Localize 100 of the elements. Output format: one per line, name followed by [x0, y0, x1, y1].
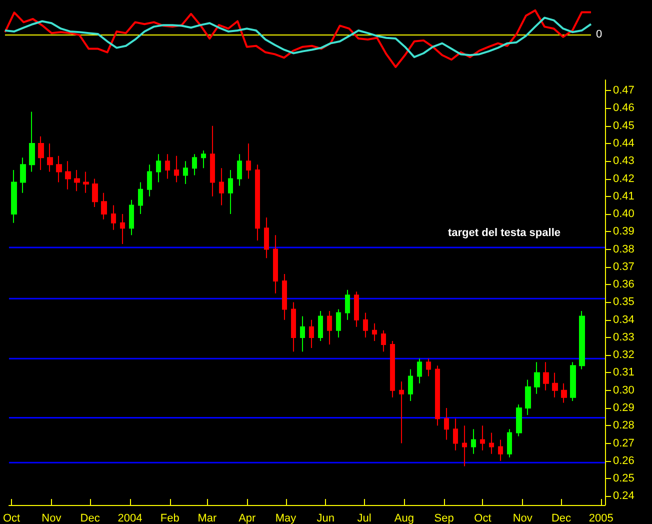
y-tick-label: 0.35: [613, 296, 634, 308]
candlestick: [92, 178, 98, 208]
y-tick-label: 0.30: [613, 384, 634, 396]
candlestick: [354, 291, 359, 328]
x-tick-label: Oct: [2, 512, 20, 524]
candlestick: [201, 150, 206, 169]
candlestick: [480, 425, 485, 451]
y-tick-label: 0.36: [613, 278, 634, 291]
candlestick: [138, 182, 143, 215]
candlestick: [507, 428, 512, 458]
candlestick: [453, 418, 458, 451]
candlestick: [83, 171, 89, 194]
candlestick: [444, 408, 449, 440]
y-tick-label: 0.28: [613, 420, 634, 432]
x-tick-label: Feb: [160, 512, 180, 524]
candlestick: [165, 154, 170, 180]
candlestick: [120, 214, 125, 245]
candlestick: [129, 199, 134, 236]
ref-line-label: 0: [596, 28, 602, 40]
y-tick-label: 0.37: [613, 260, 634, 273]
candlestick: [552, 372, 558, 398]
y-tick-label: 0.25: [613, 472, 634, 485]
candlestick: [525, 379, 531, 416]
x-tick-label: Sep: [434, 512, 454, 524]
candlestick: [570, 362, 576, 402]
candlestick: [282, 273, 287, 320]
candlestick: [489, 432, 494, 454]
candlestick: [435, 365, 440, 426]
candlestick: [246, 142, 251, 180]
y-tick-label: 0.44: [613, 137, 634, 150]
x-tick-label: Apr: [238, 512, 256, 524]
candlestick: [363, 312, 368, 338]
candlestick: [56, 155, 62, 183]
x-tick-label: Aug: [394, 512, 414, 524]
y-tick-label: 0.38: [613, 243, 634, 256]
y-tick-label: 0.29: [613, 402, 634, 414]
candlestick: [47, 142, 53, 172]
x-tick-label: Nov: [512, 512, 533, 524]
y-tick-label: 0.27: [613, 437, 634, 450]
candlestick: [20, 157, 26, 194]
x-tick-label: 2005: [588, 512, 614, 524]
y-tick-label: 0.40: [613, 208, 634, 220]
candlestick: [183, 160, 188, 185]
candlestick: [417, 358, 422, 384]
y-tick-label: 0.46: [613, 102, 634, 114]
y-tick-label: 0.45: [613, 120, 634, 132]
y-tick-label: 0.32: [613, 349, 634, 362]
y-tick-label: 0.43: [613, 155, 634, 168]
candlestick: [471, 428, 476, 454]
candlestick: [228, 169, 233, 215]
x-tick-label: Oct: [474, 512, 492, 524]
candlestick: [300, 316, 305, 352]
x-tick-label: Nov: [42, 512, 62, 524]
candlestick: [579, 310, 585, 370]
y-tick-label: 0.33: [613, 331, 634, 344]
y-tick-label: 0.34: [613, 314, 634, 326]
candlestick: [462, 425, 467, 467]
x-tick-label: Dec: [80, 512, 100, 524]
candlestick: [309, 319, 314, 349]
y-tick-label: 0.39: [613, 226, 634, 238]
candlestick: [174, 155, 179, 183]
y-tick-label: 0.26: [613, 454, 634, 467]
candlestick: [192, 154, 197, 176]
candlestick: [534, 362, 540, 394]
candlestick: [381, 330, 386, 352]
candlestick: [210, 125, 215, 197]
candlestick: [291, 302, 296, 352]
candlestick: [237, 154, 242, 186]
x-tick-label: May: [275, 512, 297, 524]
candlestick: [38, 136, 44, 170]
candlestick: [11, 169, 17, 224]
candlestick: [327, 310, 332, 346]
y-tick-label: 0.41: [613, 190, 634, 202]
x-tick-label: Jun: [316, 512, 335, 524]
x-tick-label: Mar: [198, 512, 218, 524]
candlestick: [147, 164, 152, 197]
y-tick-label: 0.24: [613, 490, 634, 502]
candlestick: [336, 308, 341, 338]
candlestick: [111, 204, 116, 230]
candlestick: [101, 192, 107, 220]
candlestick: [345, 289, 350, 320]
y-tick-label: 0.42: [613, 172, 634, 185]
candlestick: [498, 439, 503, 462]
x-tick-label: Dec: [551, 512, 572, 524]
y-tick-label: 0.47: [613, 84, 634, 97]
candlestick: [408, 368, 413, 402]
candlestick: [65, 160, 71, 190]
candlestick: [516, 404, 522, 437]
candlestick: [390, 340, 395, 398]
ref-line-label: target del testa spalle: [448, 227, 560, 240]
candlestick: [255, 164, 260, 241]
candlestick: [372, 322, 377, 342]
candlestick: [156, 154, 161, 183]
candlestick: [399, 381, 404, 444]
candlestick: [426, 358, 431, 377]
candlestick: [543, 362, 549, 391]
candlestick: [561, 382, 567, 404]
x-tick-label: Jul: [357, 512, 372, 524]
x-tick-label: 2004: [118, 512, 142, 524]
candlestick: [29, 111, 35, 172]
